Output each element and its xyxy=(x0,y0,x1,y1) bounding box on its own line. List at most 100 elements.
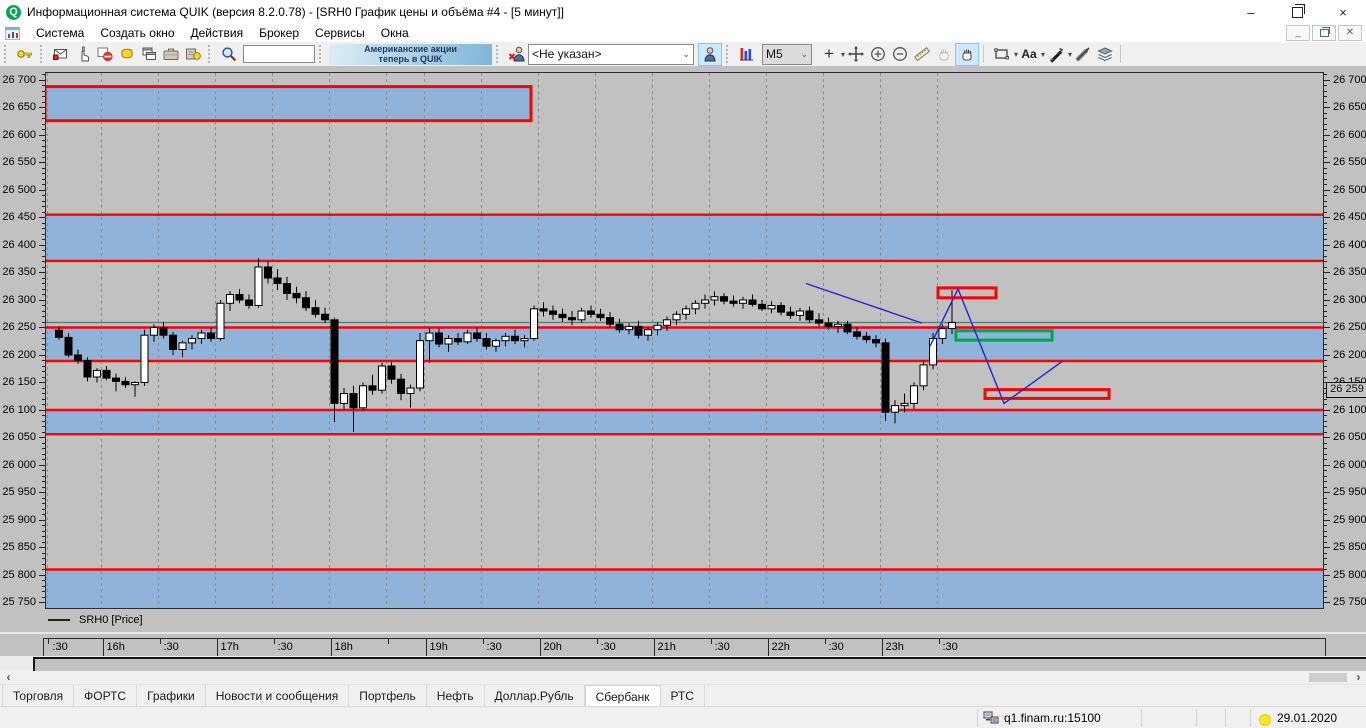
windows-cascade-button[interactable] xyxy=(138,44,160,65)
chevron-down-icon[interactable]: ▾ xyxy=(1068,49,1073,59)
workspace-tab-bar: Торговля ФОРТС Графики Новости и сообщения П… xyxy=(0,684,1366,707)
rect-tool-button[interactable] xyxy=(991,44,1013,65)
child-close-button[interactable]: ✕ xyxy=(1338,25,1362,41)
axis-tick xyxy=(1324,162,1330,164)
histogram-icon xyxy=(740,48,753,61)
axis-tick xyxy=(42,228,45,230)
menu-item-5[interactable]: Окна xyxy=(380,26,409,40)
text-tool-button[interactable]: Aa xyxy=(1021,47,1037,61)
horizontal-scrollbar[interactable]: ‹ › xyxy=(0,671,1366,684)
time-label: :30 xyxy=(52,641,68,653)
axis-tick xyxy=(1324,277,1327,279)
tab-Портфель[interactable]: Портфель xyxy=(349,685,427,707)
child-restore-button[interactable] xyxy=(1312,25,1336,41)
client-info-button[interactable] xyxy=(698,42,722,66)
menu-item-1[interactable]: Создать окно xyxy=(100,26,175,40)
toolbar-grip[interactable] xyxy=(1120,45,1124,63)
toolbar-grip[interactable] xyxy=(726,45,731,63)
tab-Доллар.Рубль[interactable]: Доллар.Рубль xyxy=(485,685,585,707)
axis-tick xyxy=(1324,239,1327,241)
axis-tick xyxy=(1324,74,1327,76)
minimize-button[interactable]: – xyxy=(1247,4,1255,20)
axis-tick xyxy=(42,118,45,120)
chevron-down-icon[interactable]: ▾ xyxy=(1041,49,1046,59)
toolbar-grip[interactable] xyxy=(319,45,324,63)
search-button[interactable] xyxy=(218,44,240,65)
chart-type-button[interactable] xyxy=(736,44,758,65)
toolbar-grip[interactable] xyxy=(208,45,213,63)
axis-tick xyxy=(42,442,45,444)
toolbar-grip[interactable] xyxy=(983,45,987,63)
price-chart[interactable]: 26 700 26 650 26 600 26 550 26 500 26 450 26 4… xyxy=(0,66,1366,632)
chart-canvas[interactable] xyxy=(45,72,1324,609)
search-input[interactable] xyxy=(243,45,315,63)
price-label: 26 000 xyxy=(1333,458,1366,471)
tab-ФОРТС[interactable]: ФОРТС xyxy=(74,685,138,707)
close-button[interactable]: × xyxy=(1339,4,1347,20)
portfolio-button[interactable] xyxy=(160,44,182,65)
axis-tick xyxy=(42,349,45,351)
axis-tick xyxy=(1324,514,1327,516)
timeframe-selector[interactable]: M5 ⌄ xyxy=(762,43,812,65)
axis-tick xyxy=(1324,360,1327,362)
money-limits-button[interactable] xyxy=(116,44,138,65)
axis-tick xyxy=(42,195,45,197)
tab-Сбербанк[interactable]: Сбербанк xyxy=(584,685,661,707)
axis-tick xyxy=(42,332,45,334)
toolbar-grip[interactable] xyxy=(496,45,501,63)
menu-item-0[interactable]: Система xyxy=(36,26,85,40)
connection-status-icon xyxy=(1259,714,1271,726)
toolbar-grip[interactable] xyxy=(40,45,45,63)
draw-tool-button[interactable] xyxy=(1045,44,1067,65)
promo-banner[interactable]: Американские акции теперь в QUIK xyxy=(329,43,492,65)
tab-Торговля[interactable]: Торговля xyxy=(2,685,75,707)
axis-tick xyxy=(1324,299,1330,301)
grab-hand-icon xyxy=(962,49,972,61)
chart-plot-area[interactable] xyxy=(45,72,1324,609)
toolbar-grip[interactable] xyxy=(4,45,9,63)
tab-РТС[interactable]: РТС xyxy=(661,685,705,707)
tab-Нефть[interactable]: Нефть xyxy=(427,685,485,707)
tab-Графики[interactable]: Графики xyxy=(137,685,206,707)
child-minimize-button[interactable]: _ xyxy=(1286,25,1310,41)
scroll-left-icon[interactable]: ‹ xyxy=(6,670,11,684)
menu-item-4[interactable]: Сервисы xyxy=(315,26,365,40)
chevron-down-icon[interactable]: ▾ xyxy=(1014,49,1019,59)
status-separator xyxy=(1196,709,1197,727)
drag-hand-button[interactable] xyxy=(955,42,980,66)
messages-button[interactable] xyxy=(50,44,72,65)
axis-tick xyxy=(1324,354,1330,356)
scroll-right-icon[interactable]: › xyxy=(1356,670,1361,684)
menu-item-3[interactable]: Брокер xyxy=(259,26,300,40)
restore-button[interactable] xyxy=(1274,0,1320,24)
axis-tick xyxy=(42,233,45,235)
zoom-out-button[interactable] xyxy=(889,44,911,65)
account-selector[interactable]: <Не указан> ⌄ xyxy=(528,43,694,65)
layers-button[interactable] xyxy=(1094,44,1116,65)
axis-tick xyxy=(1324,145,1327,147)
money-transfer-button[interactable] xyxy=(182,44,204,65)
cancel-orders-button[interactable] xyxy=(94,44,116,65)
chevron-down-icon[interactable]: ▾ xyxy=(841,49,846,59)
pointer-hand-button[interactable] xyxy=(933,44,955,65)
axis-tick xyxy=(42,200,45,202)
axis-tick xyxy=(39,79,45,81)
axis-tick xyxy=(1324,101,1327,103)
ruler-button[interactable] xyxy=(911,44,933,65)
add-indicator-button[interactable]: + xyxy=(824,44,834,63)
hide-objects-button[interactable] xyxy=(1072,44,1094,65)
client-remove-button[interactable] xyxy=(506,44,528,65)
connection-key-button[interactable] xyxy=(14,44,36,65)
tab-Новости и сообщения[interactable]: Новости и сообщения xyxy=(206,685,350,707)
money-bag-icon xyxy=(186,48,201,60)
scrollbar-thumb[interactable] xyxy=(1309,673,1347,682)
move-chart-button[interactable] xyxy=(845,44,867,65)
order-entry-button[interactable] xyxy=(72,44,94,65)
price-label: 25 750 xyxy=(1333,596,1366,609)
zoom-in-button[interactable] xyxy=(867,44,889,65)
menu-item-2[interactable]: Действия xyxy=(190,26,244,40)
axis-tick xyxy=(42,541,45,543)
price-label: 26 200 xyxy=(1333,348,1366,361)
axis-tick xyxy=(42,173,45,175)
time-axis[interactable]: :30 16h:30 17h:30 18h 19h:30 20h:30 21h:30 22h:… xyxy=(43,638,1326,658)
